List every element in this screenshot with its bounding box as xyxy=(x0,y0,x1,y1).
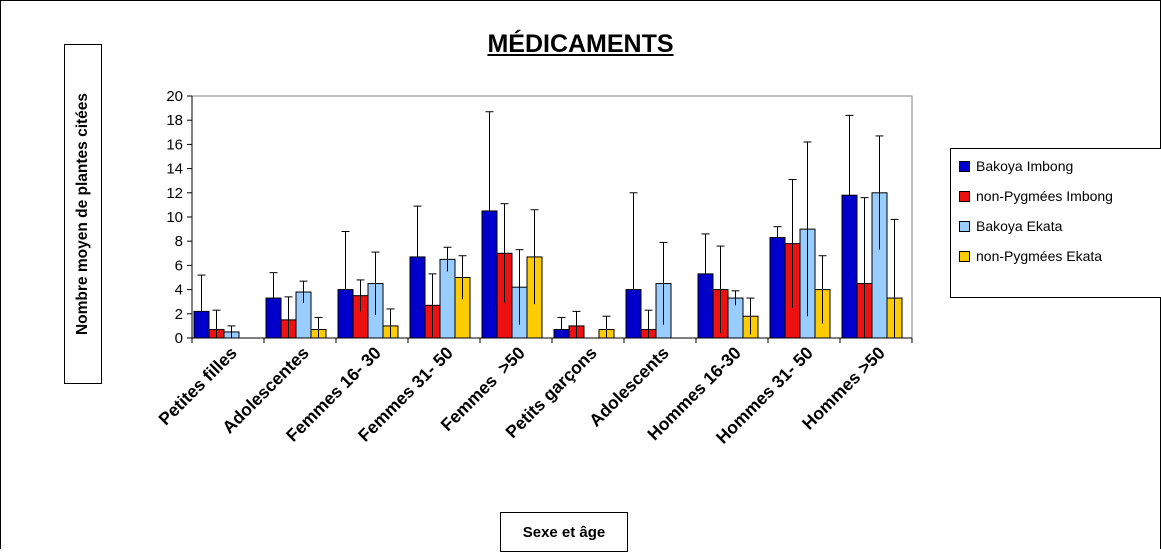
y-tick-label: 0 xyxy=(175,330,183,347)
bar xyxy=(769,237,786,339)
legend-label: Bakoya Ekata xyxy=(976,218,1063,234)
y-tick-label: 4 xyxy=(175,282,183,299)
chart-title: MÉDICAMENTS xyxy=(487,30,674,58)
y-tick-label: 18 xyxy=(166,112,183,129)
y-tick-label: 16 xyxy=(166,136,183,153)
legend: Bakoya Imbong non-Pygmées Imbong Bakoya … xyxy=(950,148,1161,298)
legend-item: non-Pygmées Imbong xyxy=(951,183,1161,209)
legend-item: non-Pygmées Ekata xyxy=(951,243,1161,269)
legend-item: Bakoya Ekata xyxy=(951,213,1161,239)
y-tick-label: 12 xyxy=(166,185,183,202)
y-axis-label: Nombre moyen de plantes citées xyxy=(74,92,91,336)
y-tick-label: 14 xyxy=(166,161,183,178)
y-tick-label: 20 xyxy=(166,88,183,105)
y-tick-label: 10 xyxy=(166,209,183,226)
legend-item: Bakoya Imbong xyxy=(951,153,1161,179)
y-tick-label: 8 xyxy=(175,233,183,250)
legend-label: Bakoya Imbong xyxy=(976,158,1074,174)
legend-swatch xyxy=(959,160,970,172)
legend-swatch xyxy=(959,190,970,202)
y-tick-label: 2 xyxy=(175,306,183,323)
legend-swatch xyxy=(959,220,970,232)
y-axis-label-box: Nombre moyen de plantes citées xyxy=(64,44,102,384)
y-tick-label: 6 xyxy=(175,257,183,274)
x-axis-label-box: Sexe et âge xyxy=(500,512,628,552)
legend-swatch xyxy=(959,250,970,262)
legend-label: non-Pygmées Imbong xyxy=(976,188,1113,204)
x-axis-label: Sexe et âge xyxy=(522,523,606,541)
legend-label: non-Pygmées Ekata xyxy=(976,248,1103,264)
